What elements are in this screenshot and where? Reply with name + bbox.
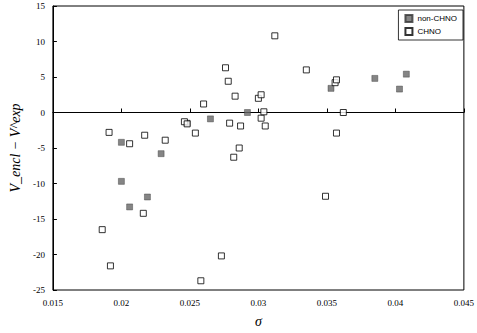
svg-text:CHNO: CHNO bbox=[417, 27, 441, 36]
svg-text:0.035: 0.035 bbox=[317, 298, 338, 308]
svg-text:0.025: 0.025 bbox=[180, 298, 201, 308]
svg-text:0.045: 0.045 bbox=[454, 298, 475, 308]
svg-text:non-CHNO: non-CHNO bbox=[417, 14, 457, 23]
svg-text:0.015: 0.015 bbox=[43, 298, 64, 308]
svg-text:-15: -15 bbox=[33, 214, 45, 224]
svg-text:0.02: 0.02 bbox=[114, 298, 130, 308]
svg-text:-10: -10 bbox=[33, 179, 45, 189]
svg-text:0.04: 0.04 bbox=[388, 298, 404, 308]
svg-text:5: 5 bbox=[40, 72, 45, 82]
svg-text:-20: -20 bbox=[33, 250, 45, 260]
svg-text:15: 15 bbox=[36, 1, 46, 11]
svg-text:V_encl − V^exp: V_encl − V^exp bbox=[8, 103, 23, 192]
svg-text:0: 0 bbox=[40, 108, 45, 118]
svg-text:σ: σ bbox=[255, 314, 263, 329]
svg-text:0.03: 0.03 bbox=[251, 298, 267, 308]
svg-text:10: 10 bbox=[36, 37, 46, 47]
svg-text:-5: -5 bbox=[37, 143, 45, 153]
svg-text:-25: -25 bbox=[33, 285, 45, 295]
